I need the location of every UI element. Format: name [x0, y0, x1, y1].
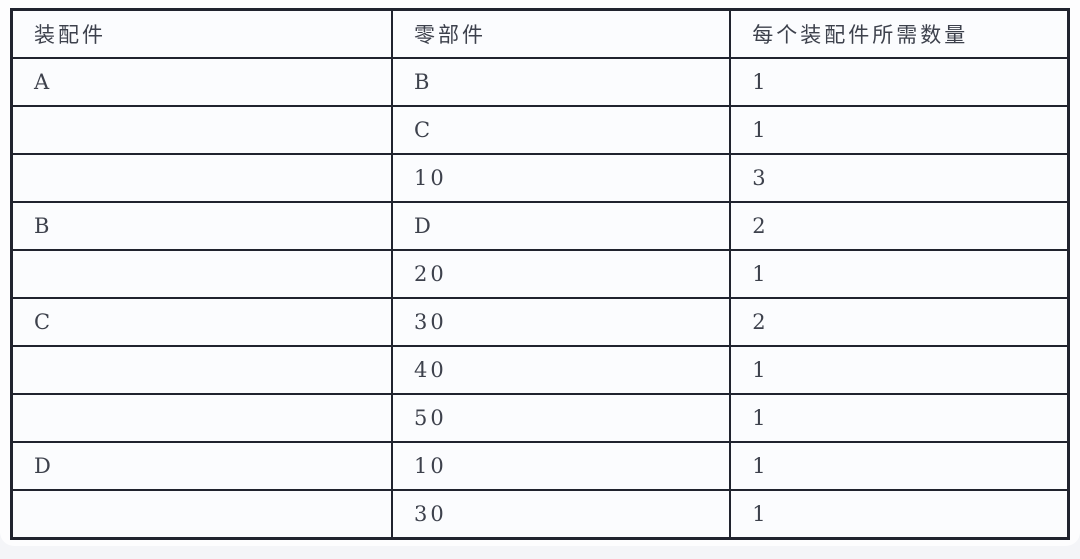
column-header: 每个装配件所需数量 — [729, 8, 1070, 59]
table-cell: 10 — [391, 152, 732, 203]
table-cell: 20 — [391, 248, 732, 299]
table-cell — [10, 345, 394, 396]
table-cell — [10, 152, 394, 203]
table-row: 10 3 — [10, 152, 1070, 203]
table-cell: C — [10, 296, 394, 348]
column-header: 装配件 — [10, 8, 394, 59]
table-body: A B 1 C 1 10 3 B D 2 20 1 C 30 2 40 1 50 1 D 10 1 30 1 — [10, 56, 1070, 540]
bom-table: 装配件 零部件 每个装配件所需数量 A B 1 C 1 10 3 B D 2 20 1 C 30 2 40 1 50 1… — [10, 8, 1070, 540]
table-cell: 1 — [729, 56, 1070, 107]
table-cell: 50 — [391, 393, 732, 444]
table-header: 装配件 零部件 每个装配件所需数量 — [10, 8, 1070, 59]
table-cell: 1 — [729, 489, 1070, 540]
table-cell: 1 — [729, 441, 1070, 492]
table-cell: B — [10, 200, 394, 251]
table-row: 40 1 — [10, 345, 1070, 396]
table-cell: 3 — [729, 152, 1070, 203]
table-row: D 10 1 — [10, 441, 1070, 492]
table-cell — [10, 104, 394, 155]
table-cell: 1 — [729, 104, 1070, 155]
table-cell — [10, 393, 394, 444]
table-cell: A — [10, 56, 394, 107]
table-cell: 30 — [391, 489, 732, 540]
table-row: 20 1 — [10, 248, 1070, 299]
table-cell: 1 — [729, 393, 1070, 444]
table-cell: 2 — [729, 296, 1070, 348]
table-cell: D — [391, 200, 732, 251]
table-row: 30 1 — [10, 489, 1070, 540]
table-cell — [10, 489, 394, 540]
table-cell: D — [10, 441, 394, 492]
column-header: 零部件 — [391, 8, 732, 59]
table-row: 50 1 — [10, 393, 1070, 444]
table-cell: 1 — [729, 248, 1070, 299]
table-cell — [10, 248, 394, 299]
table-cell: 2 — [729, 200, 1070, 251]
table-cell: 1 — [729, 345, 1070, 396]
table-cell: 30 — [391, 296, 732, 348]
table-cell: 40 — [391, 345, 732, 396]
table-cell: B — [391, 56, 732, 107]
page-background: 装配件 零部件 每个装配件所需数量 A B 1 C 1 10 3 B D 2 20 1 C 30 2 40 1 50 1… — [10, 8, 1070, 540]
table-cell: 10 — [391, 441, 732, 492]
table-row: C 30 2 — [10, 296, 1070, 348]
header-row: 装配件 零部件 每个装配件所需数量 — [10, 8, 1070, 59]
table-cell: C — [391, 104, 732, 155]
